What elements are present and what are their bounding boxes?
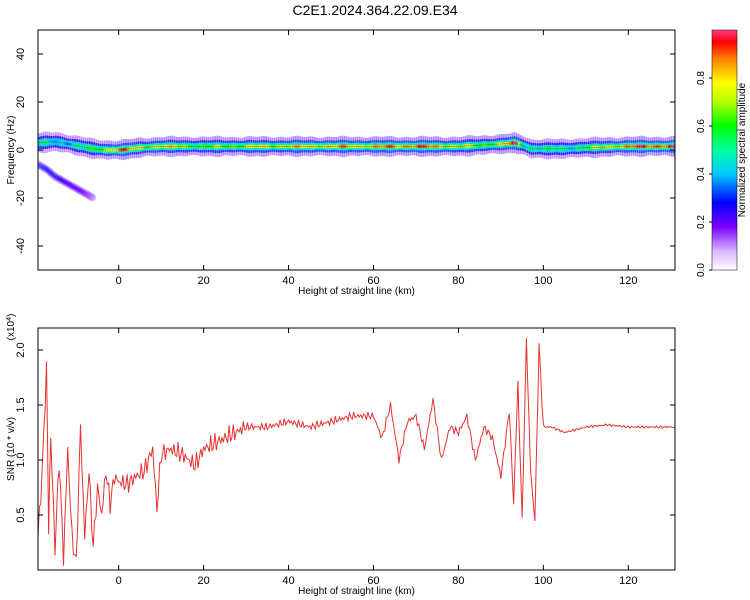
colorbar <box>711 29 738 271</box>
snr-y-tick-label: 0.5 <box>15 507 27 522</box>
spectrogram-y-tick-label: -40 <box>15 238 27 254</box>
spectrogram-y-tick-label: 0 <box>15 147 27 153</box>
spectral-band-2 <box>38 138 675 154</box>
colorbar-tick-label: 0.8 <box>696 71 707 85</box>
snr-x-tick-label: 0 <box>116 575 122 587</box>
snr-x-tick-label: 60 <box>367 575 379 587</box>
snr-y-tick-label: 2.0 <box>15 342 27 357</box>
axes-layer: 0 20 40 60 80 100 120 -40 -20 0 20 40 Height of stra… <box>6 29 748 597</box>
snr-y-axis-label: SNR (10 * v/v) <box>6 417 17 481</box>
spectrogram-y-tick-label: -20 <box>15 190 27 206</box>
branch-cell <box>90 195 95 200</box>
spectrogram-y-axis-label: Frequency (Hz) <box>6 116 17 185</box>
colorbar-tick-label: 0.6 <box>696 119 707 133</box>
snr-y-tick-label: 1.5 <box>15 397 27 412</box>
snr-x-axis-label: Height of straight line (km) <box>298 586 415 597</box>
ridge-line <box>38 141 675 151</box>
spectrogram-x-tick-label: 60 <box>367 275 379 287</box>
snr-x-tick-label: 80 <box>452 575 464 587</box>
page-title: C2E1.2024.364.22.09.E34 <box>292 2 458 18</box>
colorbar-tick-label: 0.4 <box>696 167 707 181</box>
spectrogram-x-tick-label: 20 <box>197 275 209 287</box>
colorbar-tick-label: 0.0 <box>696 263 707 277</box>
spectrogram-y-tick-label: 20 <box>15 96 27 108</box>
spectrogram-x-tick-label: 120 <box>619 275 637 287</box>
spectral-cell <box>526 145 529 149</box>
spectral-band-1 <box>38 135 675 157</box>
snr-frame <box>37 327 676 571</box>
snr-x-tick-label: 20 <box>197 575 209 587</box>
spectrogram-x-tick-label: 0 <box>116 275 122 287</box>
spectrogram-y-tick-label: 40 <box>15 48 27 60</box>
spectral-cell <box>528 146 531 150</box>
snr-x-tick-label: 100 <box>534 575 552 587</box>
spectral-cell <box>524 144 527 148</box>
spectral-band-3 <box>38 140 675 152</box>
spectral-cell <box>522 143 524 147</box>
snr-multiplier-label: (x104) <box>6 314 18 341</box>
spectrogram-x-tick-label: 80 <box>452 275 464 287</box>
snr-y-tick-label: 1.0 <box>15 452 27 467</box>
spectrogram-x-axis-label: Height of straight line (km) <box>298 286 415 297</box>
snr-line-layer <box>38 338 675 566</box>
secondary-branch <box>38 160 97 202</box>
colorbar-label: Normalized spectral amplitude <box>737 82 748 217</box>
spectrogram-x-tick-label: 40 <box>282 275 294 287</box>
colorbar-tick-label: 0.2 <box>696 215 707 229</box>
spectrogram-x-tick-label: 100 <box>534 275 552 287</box>
spectrogram-layer <box>38 131 675 202</box>
snr-x-tick-label: 120 <box>619 575 637 587</box>
snr-x-tick-label: 40 <box>282 575 294 587</box>
spectral-band-0 <box>38 131 675 161</box>
snr-series-line <box>38 338 675 566</box>
